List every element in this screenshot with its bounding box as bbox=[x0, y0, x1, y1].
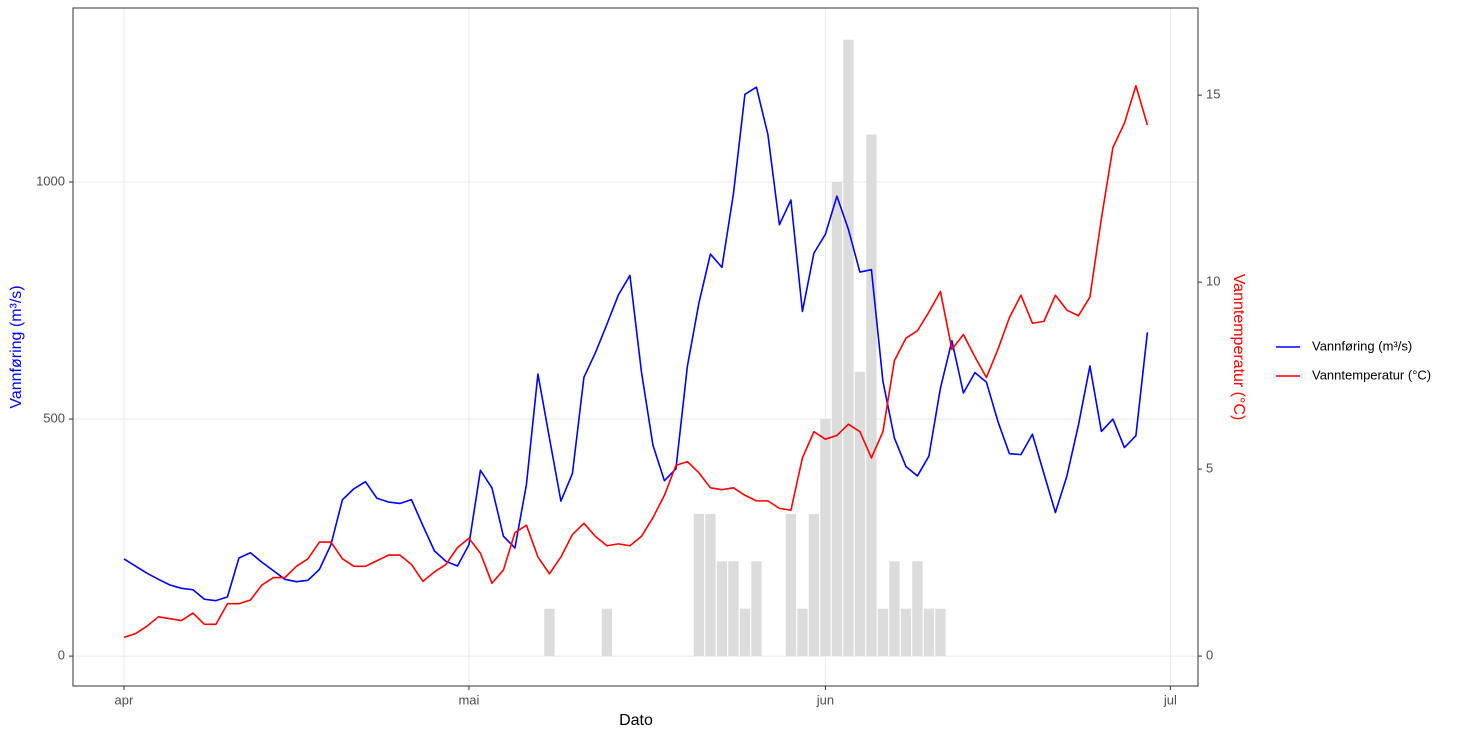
x-tick-label: jul bbox=[1163, 692, 1177, 707]
grid bbox=[73, 8, 1198, 686]
y2-tick-label: 0 bbox=[1206, 648, 1213, 663]
bar bbox=[601, 608, 613, 657]
bar bbox=[843, 39, 854, 657]
bar bbox=[923, 608, 935, 657]
bar bbox=[693, 513, 705, 657]
bar bbox=[854, 371, 866, 657]
bar bbox=[808, 513, 820, 657]
bar bbox=[866, 134, 877, 657]
bar bbox=[935, 608, 946, 657]
bar bbox=[785, 513, 797, 657]
y2-axis-title: Vanntemperatur (°C) bbox=[1230, 274, 1247, 421]
bar bbox=[544, 608, 555, 657]
bar bbox=[912, 561, 923, 657]
x-tick-label: mai bbox=[458, 692, 479, 707]
bar bbox=[831, 182, 843, 657]
y-axis-title: Vannføring (m³/s) bbox=[8, 285, 25, 408]
bar bbox=[705, 513, 716, 657]
bar bbox=[716, 561, 728, 657]
bar bbox=[739, 608, 751, 657]
bar bbox=[900, 608, 912, 657]
bar bbox=[751, 561, 762, 657]
line bbox=[123, 86, 1149, 602]
y-tick-label: 500 bbox=[43, 411, 65, 426]
x-tick-label: apr bbox=[115, 692, 134, 707]
plot-border bbox=[72, 7, 1199, 687]
marks bbox=[123, 39, 1149, 657]
y-tick-label: 1000 bbox=[36, 173, 65, 188]
x-tick-label: jun bbox=[816, 692, 834, 707]
axes: apr mai jun jul 0 500 1000 0 5 10 15 bbox=[36, 87, 1220, 708]
x-axis-title: Dato bbox=[619, 712, 653, 729]
bar bbox=[820, 419, 831, 657]
y2-tick-label: 15 bbox=[1206, 87, 1220, 102]
bar bbox=[877, 608, 889, 657]
bar bbox=[797, 608, 808, 657]
y-tick-label: 0 bbox=[58, 648, 65, 663]
bar bbox=[728, 561, 739, 657]
legend-label: Vanntemperatur (°C) bbox=[1312, 367, 1431, 382]
legend-label: Vannføring (m³/s) bbox=[1312, 338, 1412, 353]
y2-tick-label: 5 bbox=[1206, 461, 1213, 476]
line bbox=[123, 84, 1149, 639]
y2-tick-label: 10 bbox=[1206, 274, 1220, 289]
bar bbox=[889, 561, 900, 657]
legend: Vannføring (m³/s) Vanntemperatur (°C) bbox=[1276, 338, 1431, 382]
